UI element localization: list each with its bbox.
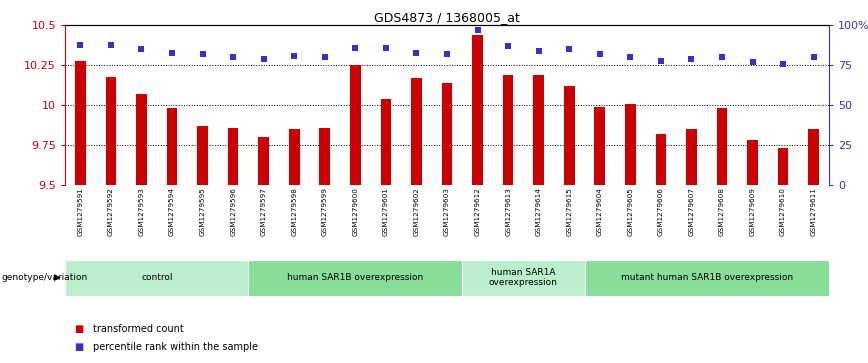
Text: GSM1279614: GSM1279614 — [536, 187, 542, 236]
Text: GSM1279594: GSM1279594 — [169, 187, 175, 236]
Text: GSM1279611: GSM1279611 — [811, 187, 817, 236]
Text: GSM1279604: GSM1279604 — [597, 187, 602, 236]
Title: GDS4873 / 1368005_at: GDS4873 / 1368005_at — [374, 11, 520, 24]
Text: GSM1279598: GSM1279598 — [292, 187, 297, 236]
Bar — [463, 260, 584, 296]
Point — [287, 53, 301, 59]
Bar — [778, 148, 788, 185]
Text: mutant human SAR1B overexpression: mutant human SAR1B overexpression — [621, 273, 792, 282]
Bar — [411, 78, 422, 185]
Bar — [655, 134, 667, 185]
Text: genotype/variation: genotype/variation — [2, 273, 88, 282]
Bar — [65, 260, 248, 296]
Point — [501, 43, 515, 49]
Bar — [248, 260, 463, 296]
Point — [685, 56, 699, 62]
Text: GSM1279609: GSM1279609 — [750, 187, 755, 236]
Text: GSM1279613: GSM1279613 — [505, 187, 511, 236]
Bar — [106, 77, 116, 185]
Point — [195, 51, 209, 57]
Text: GSM1279610: GSM1279610 — [780, 187, 786, 236]
Bar — [503, 75, 514, 185]
Text: percentile rank within the sample: percentile rank within the sample — [93, 342, 258, 352]
Text: human SAR1A
overexpression: human SAR1A overexpression — [489, 268, 558, 287]
Point — [532, 48, 546, 54]
Point — [715, 54, 729, 60]
Text: control: control — [141, 273, 173, 282]
Text: GSM1279591: GSM1279591 — [77, 187, 83, 236]
Point — [104, 42, 118, 48]
Text: GSM1279599: GSM1279599 — [322, 187, 328, 236]
Text: GSM1279607: GSM1279607 — [688, 187, 694, 236]
Point — [562, 46, 576, 52]
Text: GSM1279602: GSM1279602 — [413, 187, 419, 236]
Text: GSM1279600: GSM1279600 — [352, 187, 358, 236]
Text: GSM1279592: GSM1279592 — [108, 187, 114, 236]
Point — [227, 54, 240, 60]
Bar — [564, 86, 575, 185]
Text: GSM1279593: GSM1279593 — [139, 187, 144, 236]
Bar — [442, 83, 452, 185]
Text: GSM1279612: GSM1279612 — [475, 187, 481, 236]
Bar — [197, 126, 208, 185]
Point — [318, 54, 332, 60]
Bar — [808, 129, 819, 185]
Point — [348, 45, 362, 51]
Point — [470, 27, 484, 33]
Point — [440, 51, 454, 57]
Text: GSM1279605: GSM1279605 — [628, 187, 634, 236]
Point — [410, 50, 424, 56]
Point — [746, 59, 760, 65]
Bar — [717, 109, 727, 185]
Point — [806, 54, 820, 60]
Text: GSM1279615: GSM1279615 — [566, 187, 572, 236]
Bar — [686, 129, 697, 185]
Text: human SAR1B overexpression: human SAR1B overexpression — [287, 273, 424, 282]
Bar — [319, 128, 330, 185]
Text: ■: ■ — [74, 342, 83, 352]
Text: GSM1279595: GSM1279595 — [200, 187, 206, 236]
Point — [135, 46, 148, 52]
Bar — [584, 260, 829, 296]
Bar — [227, 128, 239, 185]
Text: GSM1279608: GSM1279608 — [719, 187, 725, 236]
Point — [74, 42, 88, 48]
Bar — [625, 104, 635, 185]
Text: GSM1279597: GSM1279597 — [260, 187, 266, 236]
Bar — [259, 137, 269, 185]
Point — [593, 51, 607, 57]
Text: ■: ■ — [74, 323, 83, 334]
Text: GSM1279606: GSM1279606 — [658, 187, 664, 236]
Bar — [167, 109, 177, 185]
Bar — [380, 99, 391, 185]
Bar — [136, 94, 147, 185]
Point — [776, 61, 790, 67]
Bar — [533, 75, 544, 185]
Point — [257, 56, 271, 62]
Text: transformed count: transformed count — [93, 323, 184, 334]
Bar — [289, 129, 299, 185]
Bar — [472, 35, 483, 185]
Point — [379, 45, 393, 51]
Bar — [747, 140, 758, 185]
Bar — [595, 107, 605, 185]
Point — [165, 50, 179, 56]
Bar — [350, 65, 361, 185]
Text: GSM1279596: GSM1279596 — [230, 187, 236, 236]
Text: GSM1279603: GSM1279603 — [444, 187, 450, 236]
Bar — [75, 61, 86, 185]
Point — [654, 58, 667, 64]
Text: GSM1279601: GSM1279601 — [383, 187, 389, 236]
Text: ▶: ▶ — [54, 273, 61, 282]
Point — [623, 54, 637, 60]
